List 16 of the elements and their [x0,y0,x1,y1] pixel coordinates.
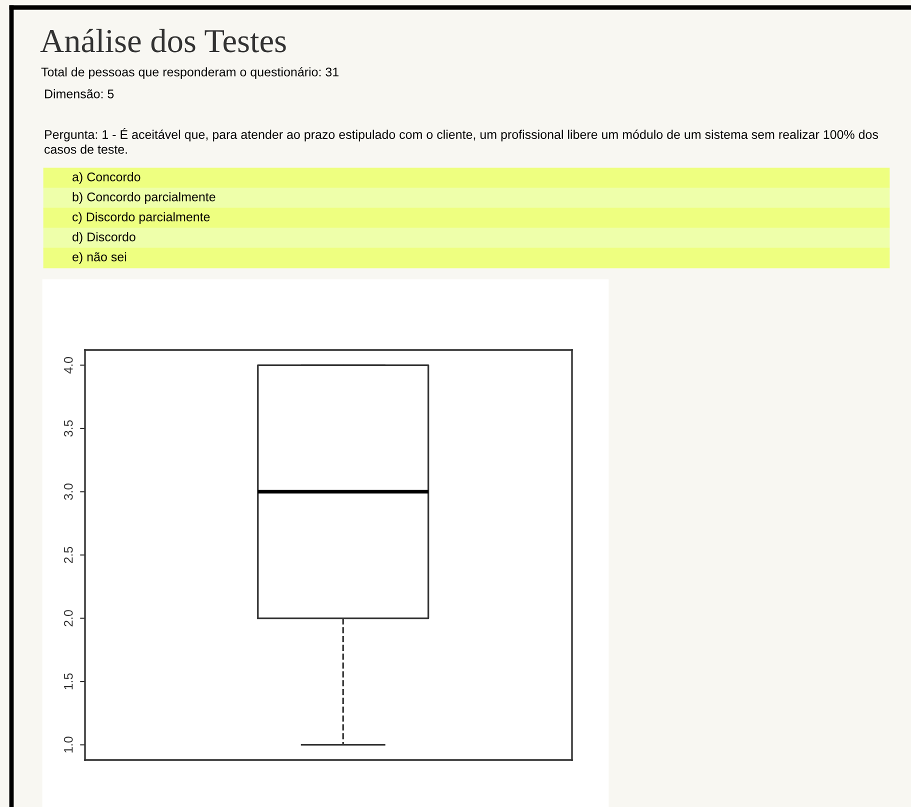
y-tick-label: 1.5 [64,673,73,690]
text: e) não sei [72,252,126,264]
y-tick-label: 2.0 [64,610,73,626]
text: Pergunta: 1 - É aceitável que, para atender ao prazo estipulado com o cliente, um profissional libere um módulo de um sistema sem realizar 100% dos casos de teste. [44,128,878,154]
text: Total de pessoas que responderam o questionário: 31 [41,67,338,79]
chart-title: Análise dos Testes [40,28,286,52]
y-tick-label: 2.5 [64,546,73,564]
y-tick-label: 3.0 [64,484,73,500]
y-tick-label: 4.0 [64,356,73,374]
text: b) Concordo parcialmente [72,192,216,204]
text: a) Concordo [72,172,140,184]
text: Dimensão: 5 [45,89,114,98]
y-tick-label: 1.0 [64,736,73,753]
text: c) Discordo parcialmente [72,212,210,224]
y-tick-label: 3.5 [64,420,73,437]
text: d) Discordo [72,232,136,244]
